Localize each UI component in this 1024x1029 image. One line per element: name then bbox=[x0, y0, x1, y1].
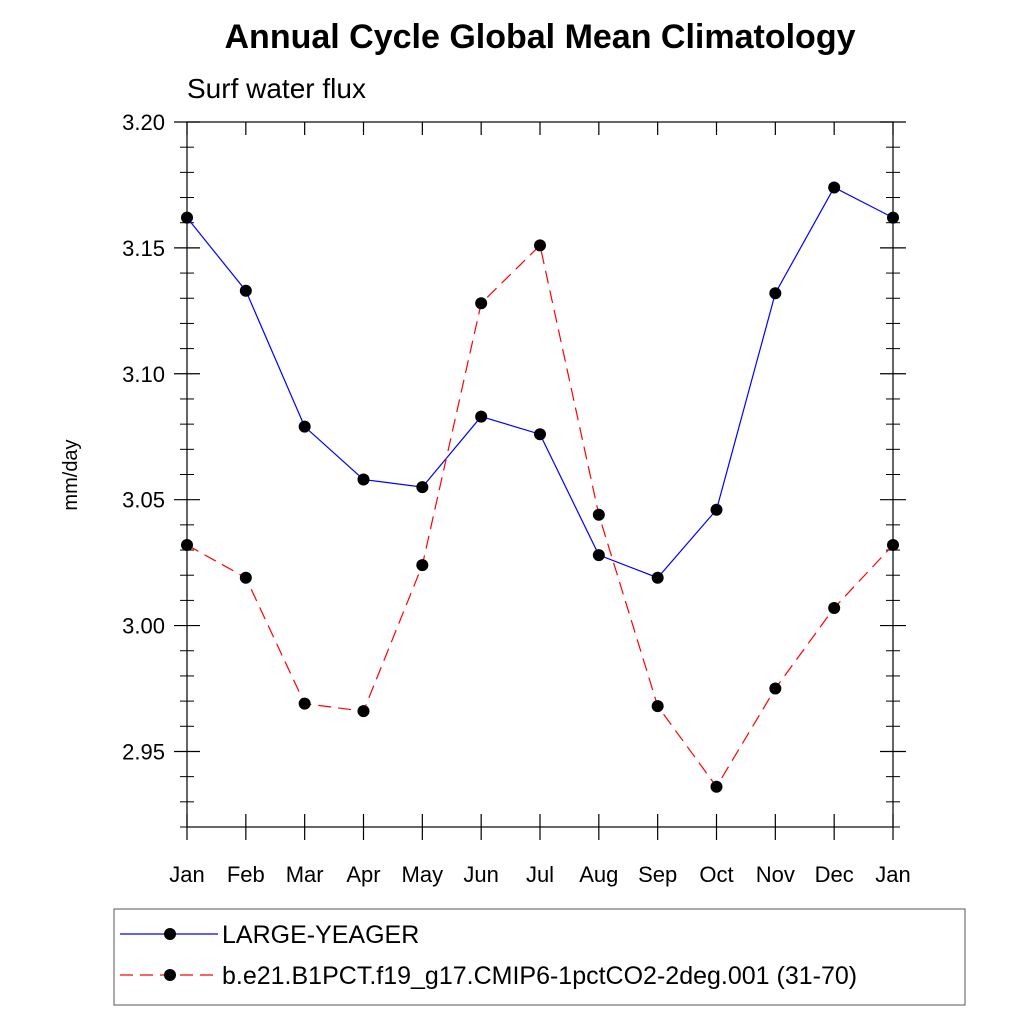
x-tick-label: Jul bbox=[526, 862, 554, 887]
data-point bbox=[475, 297, 488, 310]
data-point bbox=[534, 428, 546, 441]
series-0 bbox=[181, 181, 899, 584]
x-tick-label: Sep bbox=[638, 862, 677, 887]
x-tick-label: Jan bbox=[875, 862, 910, 887]
x-tick-label: Apr bbox=[346, 862, 380, 887]
y-tick-label: 3.15 bbox=[122, 236, 165, 261]
y-tick-labels: 3.20 3.15 3.10 3.05 3.00 2.95 bbox=[122, 110, 165, 764]
legend-marker bbox=[164, 928, 176, 940]
plot-frame bbox=[186, 121, 894, 828]
data-point bbox=[239, 571, 252, 584]
data-point bbox=[357, 705, 370, 718]
legend-label: b.e21.B1PCT.f19_g17.CMIP6-1pctCO2-2deg.0… bbox=[222, 962, 857, 990]
x-tick-label: Jun bbox=[463, 862, 498, 887]
y-tick-label: 2.95 bbox=[122, 739, 165, 764]
data-point bbox=[239, 284, 252, 297]
x-tick-label: Nov bbox=[756, 862, 795, 887]
legend-box bbox=[113, 908, 966, 1006]
chart-title: Annual Cycle Global Mean Climatology bbox=[225, 18, 856, 56]
x-tick-label: Aug bbox=[579, 862, 618, 887]
y-tick-label: 3.10 bbox=[122, 362, 165, 387]
series-layer bbox=[181, 181, 899, 793]
legend-label: LARGE-YEAGER bbox=[222, 921, 419, 949]
data-point bbox=[592, 549, 605, 562]
axis-ticks bbox=[174, 121, 906, 840]
x-tick-label: Oct bbox=[699, 862, 733, 887]
legend: LARGE-YEAGER b.e21.B1PCT.f19_g17.CMIP6-1p… bbox=[120, 921, 857, 990]
data-point bbox=[534, 239, 546, 252]
data-point bbox=[475, 410, 488, 423]
data-point bbox=[710, 780, 723, 793]
data-point bbox=[592, 508, 605, 521]
data-point bbox=[769, 682, 782, 695]
legend-item-1: b.e21.B1PCT.f19_g17.CMIP6-1pctCO2-2deg.0… bbox=[120, 962, 857, 990]
data-point bbox=[828, 181, 841, 194]
data-point bbox=[298, 420, 311, 433]
y-tick-label: 3.05 bbox=[122, 488, 165, 513]
data-point bbox=[416, 559, 429, 572]
x-tick-label: May bbox=[402, 862, 444, 887]
data-point bbox=[887, 211, 899, 224]
data-point bbox=[769, 287, 782, 300]
y-axis-label: mm/day bbox=[60, 439, 82, 510]
data-point bbox=[710, 503, 723, 516]
data-point bbox=[887, 539, 899, 551]
legend-marker bbox=[164, 969, 176, 981]
chart-subtitle: Surf water flux bbox=[187, 73, 366, 104]
y-tick-label: 3.20 bbox=[122, 110, 165, 135]
data-point bbox=[416, 481, 429, 494]
x-tick-label: Feb bbox=[227, 862, 265, 887]
x-tick-labels: Jan Feb Mar Apr May Jun Jul Aug Sep Oct Nov Dec Jan bbox=[169, 862, 910, 887]
y-tick-label: 3.00 bbox=[122, 614, 165, 639]
data-point bbox=[651, 571, 664, 584]
data-point bbox=[181, 539, 193, 551]
series-line bbox=[186, 244, 894, 788]
x-tick-label: Dec bbox=[815, 862, 854, 887]
data-point bbox=[651, 700, 664, 713]
data-point bbox=[181, 211, 193, 224]
legend-item-0: LARGE-YEAGER bbox=[120, 921, 419, 949]
x-tick-label: Jan bbox=[169, 862, 204, 887]
data-point bbox=[828, 601, 841, 614]
series-1 bbox=[181, 239, 899, 793]
data-point bbox=[357, 473, 370, 486]
x-tick-label: Mar bbox=[286, 862, 324, 887]
data-point bbox=[298, 697, 311, 710]
